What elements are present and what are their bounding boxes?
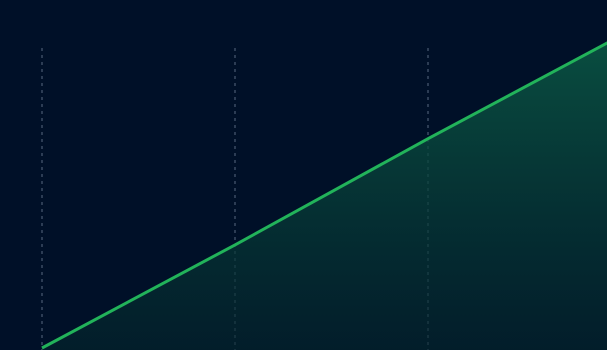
series-line xyxy=(41,41,607,350)
vertical-gridlines xyxy=(41,48,429,350)
